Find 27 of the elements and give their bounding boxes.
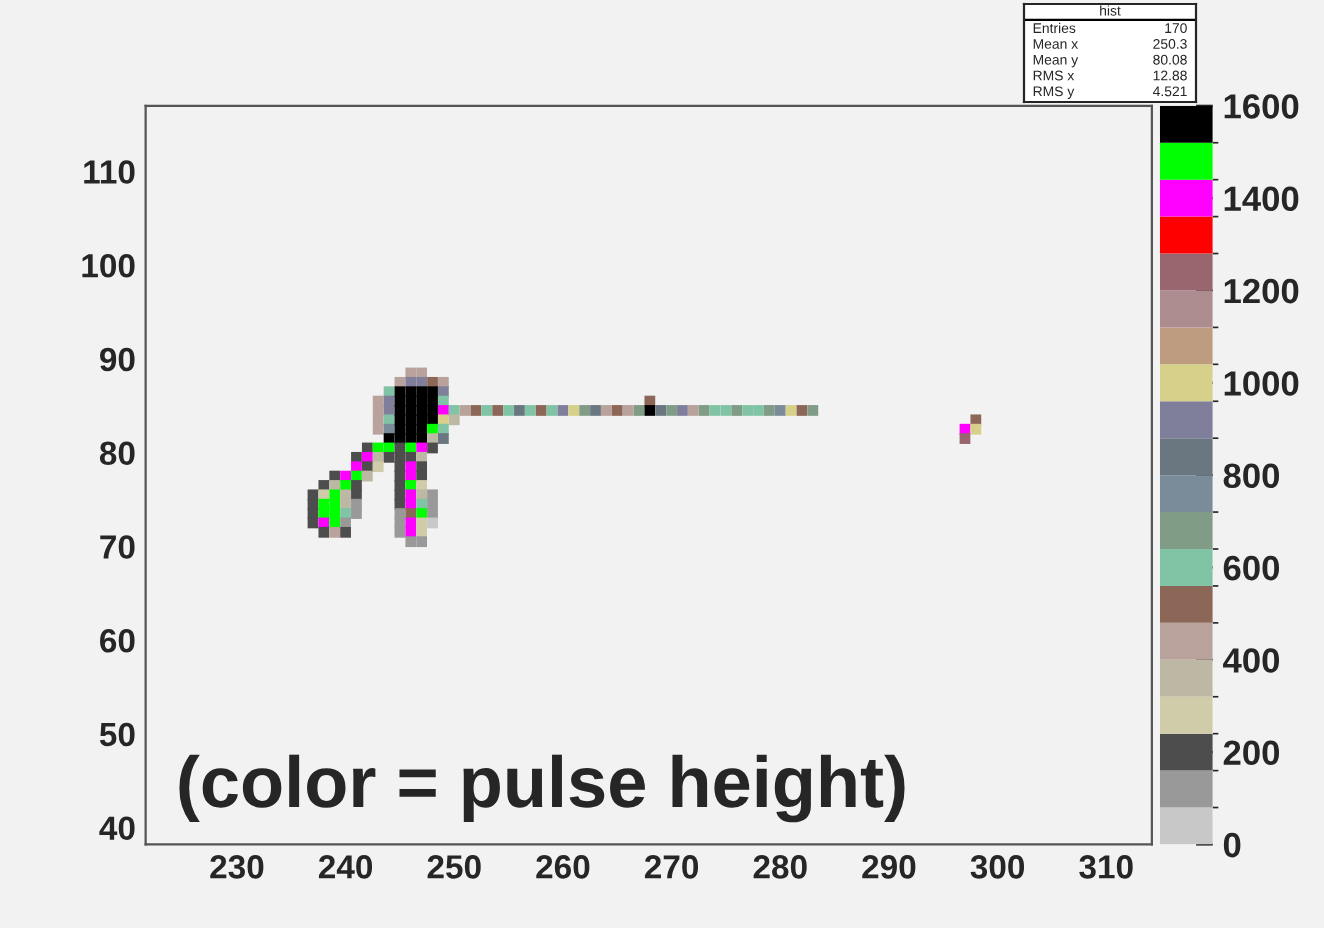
x-tick-label: 230 [210,855,264,879]
x-tick-label: 280 [753,855,807,879]
x-tick-label: 250 [427,855,481,879]
color-bar-label: 1600 [1224,94,1299,119]
y-tick-label: 110 [84,160,135,184]
color-bar-label: 400 [1223,648,1280,673]
y-tick-label: 80 [99,441,135,466]
color-bar-label: 1000 [1224,371,1299,396]
color-bar-label: 800 [1223,463,1280,489]
x-tick-label: 300 [970,855,1025,879]
x-tick-label: 310 [1079,855,1133,879]
y-tick-label: 100 [82,253,135,278]
color-bar-label: 1400 [1224,186,1299,212]
y-tick-label: 90 [100,347,135,372]
y-tick-label: 70 [100,535,135,559]
x-tick-label: 270 [644,855,699,879]
x-tick-label: 260 [536,855,590,879]
x-tick-label: 240 [318,855,373,879]
color-bar-label: 200 [1223,740,1280,766]
color-bar-label: 1200 [1224,278,1299,304]
color-bar-label: 0 [1223,832,1241,858]
y-tick-label: 40 [99,816,135,841]
y-tick-label: 60 [100,628,135,653]
color-bar-label: 600 [1223,555,1280,581]
x-tick-label: 290 [862,855,916,879]
y-tick-label: 50 [99,722,135,747]
annotation: (color = pulse height) [179,754,905,823]
